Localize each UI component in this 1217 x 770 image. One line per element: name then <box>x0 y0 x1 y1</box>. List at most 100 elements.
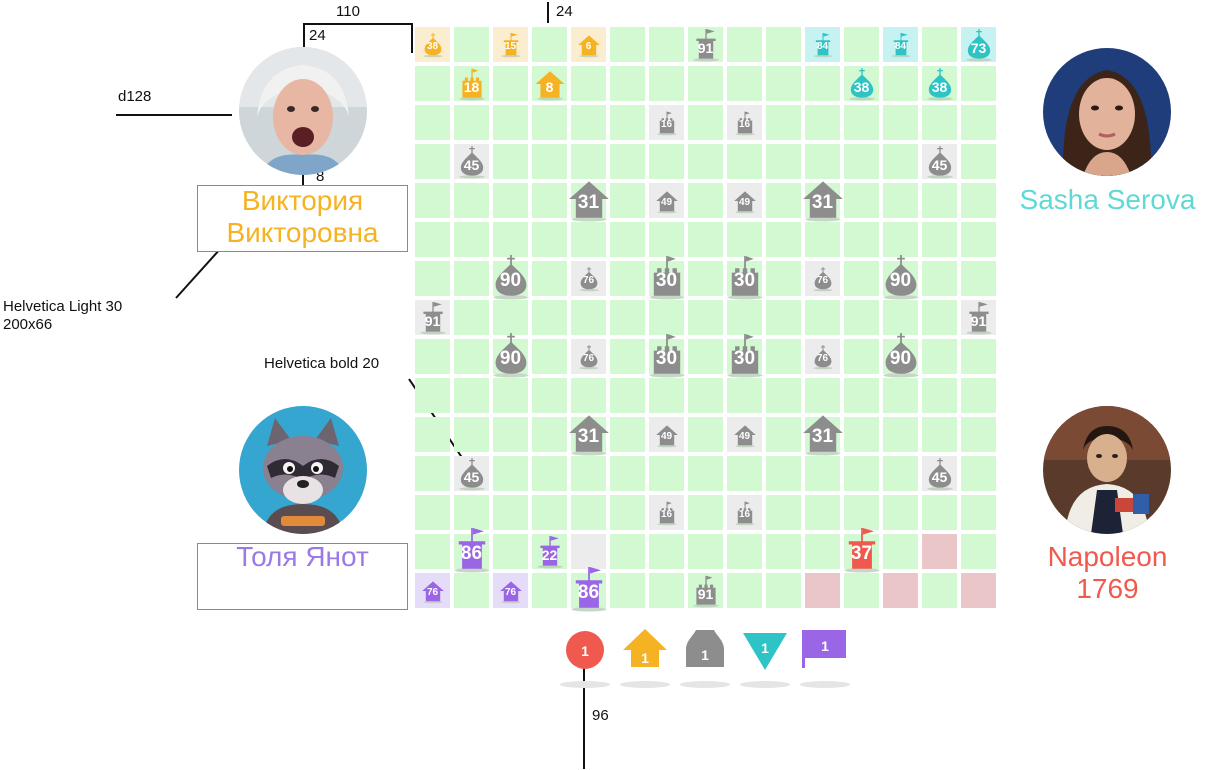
legend-item-house[interactable]: 1 <box>620 626 670 690</box>
board-cell[interactable] <box>688 222 723 257</box>
piece-onion-cyan[interactable]: 73 <box>963 28 995 61</box>
piece-castle-gray[interactable]: 30 <box>645 255 689 300</box>
board-cell[interactable] <box>805 495 840 530</box>
board-cell[interactable] <box>571 534 606 569</box>
board-cell[interactable] <box>805 456 840 491</box>
piece-flag-purple[interactable]: 86 <box>567 566 611 612</box>
board-cell[interactable] <box>688 105 723 140</box>
board-cell[interactable] <box>727 222 762 257</box>
board-cell[interactable] <box>922 222 957 257</box>
board-cell[interactable] <box>844 456 879 491</box>
board-cell[interactable] <box>922 495 957 530</box>
board-cell[interactable] <box>610 339 645 374</box>
board-cell[interactable] <box>961 378 996 413</box>
board-cell[interactable] <box>532 183 567 218</box>
board-cell[interactable] <box>727 66 762 101</box>
board-cell[interactable] <box>649 456 684 491</box>
board-cell[interactable] <box>883 105 918 140</box>
board-cell[interactable] <box>805 573 840 608</box>
board-cell[interactable] <box>415 144 450 179</box>
board-cell[interactable] <box>493 534 528 569</box>
board-cell[interactable] <box>454 339 489 374</box>
piece-onion-gray[interactable]: 45 <box>456 145 488 178</box>
piece-house-gray[interactable]: 49 <box>733 423 757 447</box>
board-cell[interactable] <box>961 456 996 491</box>
piece-flag-cyan[interactable]: 84 <box>889 32 913 57</box>
board-cell[interactable] <box>532 27 567 62</box>
board-cell[interactable] <box>922 105 957 140</box>
board-cell[interactable] <box>844 144 879 179</box>
board-cell[interactable] <box>493 144 528 179</box>
board-cell[interactable] <box>415 261 450 296</box>
board-cell[interactable] <box>688 534 723 569</box>
piece-house-gray[interactable]: 49 <box>733 189 757 213</box>
board-cell[interactable] <box>571 66 606 101</box>
board-cell[interactable] <box>415 222 450 257</box>
board-cell[interactable] <box>610 105 645 140</box>
board-cell[interactable] <box>571 378 606 413</box>
board-cell[interactable] <box>766 66 801 101</box>
board-cell[interactable] <box>532 456 567 491</box>
board-cell[interactable] <box>454 417 489 452</box>
piece-onion-gray[interactable]: 90 <box>879 332 923 378</box>
board-cell[interactable] <box>532 339 567 374</box>
board-cell[interactable] <box>805 378 840 413</box>
board-cell[interactable] <box>571 144 606 179</box>
board-cell[interactable] <box>415 417 450 452</box>
board-cell[interactable] <box>571 222 606 257</box>
piece-onion-gray[interactable]: 45 <box>924 145 956 178</box>
piece-flag-gray[interactable]: 91 <box>417 301 449 334</box>
board-cell[interactable] <box>844 27 879 62</box>
board-cell[interactable] <box>727 300 762 335</box>
board-cell[interactable] <box>961 261 996 296</box>
board-cell[interactable] <box>883 378 918 413</box>
piece-house-gray[interactable]: 31 <box>801 411 845 456</box>
board-cell[interactable] <box>610 183 645 218</box>
board-cell[interactable] <box>766 417 801 452</box>
board-cell[interactable] <box>493 183 528 218</box>
board-cell[interactable] <box>649 66 684 101</box>
board-cell[interactable] <box>610 417 645 452</box>
board-cell[interactable] <box>454 300 489 335</box>
board-cell[interactable] <box>571 300 606 335</box>
board-cell[interactable] <box>610 378 645 413</box>
piece-castle-gray[interactable]: 16 <box>733 111 757 135</box>
board-cell[interactable] <box>766 144 801 179</box>
board-cell[interactable] <box>454 495 489 530</box>
board-cell[interactable] <box>844 378 879 413</box>
legend-item-triangle[interactable]: 1 <box>740 626 790 690</box>
piece-house-gray[interactable]: 49 <box>655 423 679 447</box>
board-cell[interactable] <box>922 183 957 218</box>
board-cell[interactable] <box>454 378 489 413</box>
board-cell[interactable] <box>805 222 840 257</box>
piece-castle-gray[interactable]: 16 <box>733 501 757 525</box>
board-cell[interactable] <box>883 534 918 569</box>
board-cell[interactable] <box>415 378 450 413</box>
board-cell[interactable] <box>805 105 840 140</box>
board-cell[interactable] <box>727 573 762 608</box>
board-cell[interactable] <box>532 144 567 179</box>
board-cell[interactable] <box>688 66 723 101</box>
piece-house-gray[interactable]: 31 <box>801 177 845 222</box>
board-cell[interactable] <box>571 456 606 491</box>
piece-flag-cyan[interactable]: 84 <box>811 32 835 57</box>
piece-flag-orange[interactable]: 15 <box>499 32 523 57</box>
board-cell[interactable] <box>766 300 801 335</box>
board-cell[interactable] <box>883 417 918 452</box>
board-cell[interactable] <box>493 222 528 257</box>
board-cell[interactable] <box>493 417 528 452</box>
board-cell[interactable] <box>610 27 645 62</box>
board-cell[interactable] <box>766 222 801 257</box>
board-cell[interactable] <box>454 105 489 140</box>
board-cell[interactable] <box>688 183 723 218</box>
piece-flag-gray[interactable]: 91 <box>690 28 722 61</box>
legend-item-circle[interactable]: 1 <box>560 626 610 690</box>
piece-onion-gray[interactable]: 90 <box>489 254 533 300</box>
board-cell[interactable] <box>766 378 801 413</box>
board-cell[interactable] <box>493 456 528 491</box>
board-cell[interactable] <box>922 417 957 452</box>
board-cell[interactable] <box>883 495 918 530</box>
piece-castle-gray[interactable]: 30 <box>645 333 689 378</box>
board-cell[interactable] <box>727 456 762 491</box>
board-cell[interactable] <box>610 573 645 608</box>
